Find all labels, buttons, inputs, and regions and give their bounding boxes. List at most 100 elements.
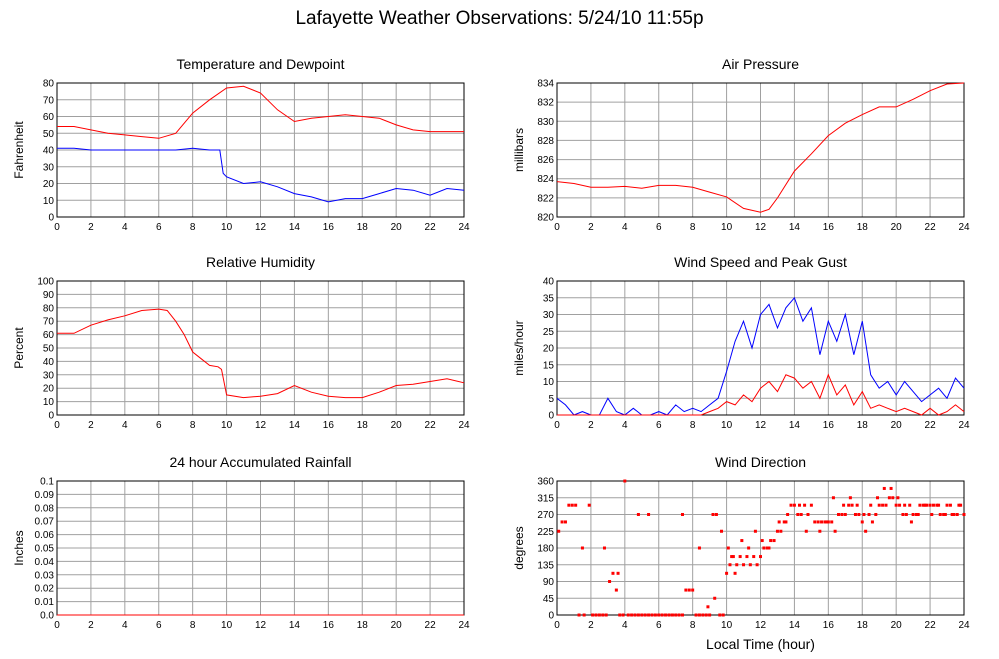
y-tick-label: 30: [43, 370, 55, 381]
scatter-point: [759, 555, 762, 559]
scatter-point: [798, 503, 802, 507]
scatter-point: [948, 503, 952, 507]
x-tick-label: 16: [323, 420, 335, 431]
scatter-point: [818, 529, 822, 533]
scatter-point: [908, 503, 912, 507]
scatter-point: [604, 613, 608, 617]
scatter-point: [577, 613, 581, 617]
y-tick-label: 60: [43, 112, 55, 123]
y-tick-label: 70: [43, 317, 55, 328]
x-tick-label: 22: [425, 222, 437, 233]
scatter-point: [853, 513, 857, 516]
x-tick-label: 4: [122, 222, 128, 233]
y-tick-label: 180: [537, 544, 554, 555]
scatter-point: [731, 555, 735, 559]
scatter-point: [957, 503, 961, 507]
x-tick-label: 6: [156, 620, 162, 631]
scatter-point: [784, 520, 788, 524]
scatter-point: [650, 613, 654, 617]
x-tick-label: 24: [458, 222, 470, 233]
scatter-point: [796, 513, 800, 516]
x-tick-label: 4: [622, 222, 628, 233]
y-tick-label: 270: [537, 510, 554, 521]
y-tick-label: 90: [43, 290, 55, 301]
x-tick-label: 0: [554, 620, 560, 631]
scatter-point: [621, 613, 625, 617]
scatter-point: [602, 546, 606, 550]
x-tick-label: 20: [391, 420, 403, 431]
x-tick-label: 8: [190, 222, 196, 233]
y-tick-label: 828: [537, 136, 554, 147]
scatter-point: [903, 503, 907, 507]
x-tick-label: 18: [357, 620, 369, 631]
y-tick-label: 20: [43, 179, 55, 190]
scatter-point: [876, 496, 880, 500]
x-tick-label: 10: [221, 222, 233, 233]
y-tick-label: 10: [43, 196, 55, 207]
scatter-point: [894, 503, 898, 507]
x-tick-label: 14: [789, 620, 801, 631]
x-tick-label: 12: [755, 620, 767, 631]
scatter-point: [809, 503, 813, 507]
scatter-point: [608, 580, 612, 583]
scatter-point: [735, 563, 739, 567]
scatter-point: [587, 503, 591, 507]
scatter-point: [618, 613, 622, 617]
chart-pressure: 0 2 4 6 8 10 12 14 16 18 20 22 248208228248268288308…: [512, 56, 970, 233]
scatter-point: [820, 520, 824, 524]
x-tick-label: 12: [255, 222, 267, 233]
y-tick-label: 0.0: [40, 611, 54, 622]
scatter-point: [633, 613, 637, 617]
scatter-point: [706, 605, 710, 609]
scatter-point: [782, 520, 786, 524]
scatter-point: [767, 546, 771, 550]
x-tick-label: 6: [656, 222, 662, 233]
scatter-point: [830, 520, 834, 524]
scatter-point: [938, 513, 942, 516]
x-tick-label: 22: [925, 222, 937, 233]
y-tick-label: 80: [43, 79, 55, 90]
scatter-point: [738, 555, 742, 559]
scatter-point: [904, 513, 908, 516]
scatter-point: [747, 546, 751, 550]
scatter-point: [718, 613, 722, 617]
scatter-point: [923, 503, 927, 507]
series-line-0: [57, 308, 465, 399]
x-tick-label: 14: [289, 222, 301, 233]
series-line-0: [556, 82, 965, 213]
scatter-point: [792, 503, 796, 507]
scatter-point: [714, 513, 718, 516]
series-line-1: [57, 147, 465, 203]
y-tick-label: 315: [537, 493, 554, 504]
scatter-point: [915, 513, 919, 516]
x-tick-label: 22: [925, 620, 937, 631]
y-tick-label: 15: [543, 360, 555, 371]
y-axis-label: Fahrenheit: [12, 121, 26, 179]
x-tick-label: 14: [289, 420, 301, 431]
plot-border: [56, 82, 465, 218]
scatter-point: [898, 503, 902, 507]
y-tick-label: 0.03: [35, 570, 55, 581]
y-tick-label: 30: [43, 162, 55, 173]
scatter-point: [753, 529, 757, 533]
scatter-point: [674, 613, 678, 617]
x-tick-label: 16: [323, 620, 335, 631]
scatter-point: [864, 529, 868, 533]
scatter-point: [742, 563, 746, 567]
scatter-point: [806, 513, 810, 516]
x-tick-label: 14: [789, 222, 801, 233]
y-tick-label: 826: [537, 155, 554, 166]
scatter-point: [921, 503, 925, 507]
scatter-point: [630, 613, 634, 617]
plot-border: [556, 480, 965, 616]
scatter-point: [653, 613, 657, 617]
scatter-point: [643, 613, 647, 617]
scatter-point: [687, 588, 691, 592]
scatter-point: [848, 496, 852, 500]
scatter-point: [870, 520, 874, 524]
y-tick-label: 0.08: [35, 503, 55, 514]
x-tick-label: 0: [54, 420, 60, 431]
scatter-point: [664, 613, 668, 617]
y-tick-label: 10: [543, 377, 555, 388]
